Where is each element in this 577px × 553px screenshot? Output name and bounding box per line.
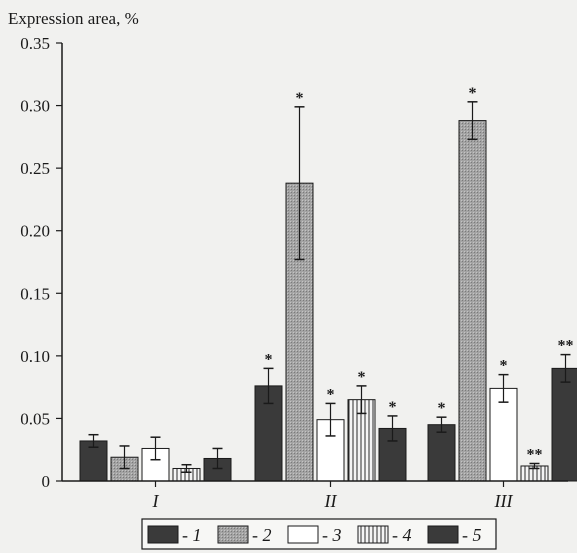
bar (458, 120, 487, 482)
significance-mark: * (469, 85, 477, 102)
y-tick-label: 0.15 (20, 284, 50, 303)
x-category-label: III (494, 491, 514, 511)
y-tick-label: 0.10 (20, 347, 50, 366)
bar (285, 182, 314, 482)
significance-mark: * (296, 90, 304, 107)
legend-swatch (217, 525, 249, 544)
significance-mark: ** (558, 338, 574, 355)
legend-swatch (287, 525, 319, 544)
significance-mark: ** (527, 446, 543, 463)
y-axis-label: Expression area, % (8, 9, 139, 28)
bar (551, 367, 577, 482)
legend-label: - 1 (182, 525, 202, 545)
legend-swatch (357, 525, 389, 544)
legend-label: - 5 (462, 525, 482, 545)
y-tick-label: 0.05 (20, 409, 50, 428)
legend: - 1 - 2 - 3 - 4 - 5 (141, 518, 497, 550)
legend-label: - 2 (252, 525, 272, 545)
legend-swatch (427, 525, 459, 544)
bars-group: ***** ******* (79, 85, 577, 482)
x-category-label: II (324, 491, 338, 511)
significance-mark: * (327, 386, 335, 403)
legend-label: - 3 (322, 525, 342, 545)
significance-mark: * (389, 399, 397, 416)
y-tick-label: 0.20 (20, 222, 50, 241)
legend-label: - 4 (392, 525, 412, 545)
significance-mark: * (358, 369, 366, 386)
bar (489, 387, 518, 482)
significance-mark: * (265, 351, 273, 368)
bar (427, 424, 456, 482)
y-tick-label: 0.25 (20, 159, 50, 178)
y-tick-label: 0.35 (20, 34, 50, 53)
y-axis: 0 0.05 0.10 0.15 0.20 0.25 0.30 0.35 (20, 34, 63, 491)
y-tick-label: 0.30 (20, 97, 50, 116)
x-axis: I II III (62, 480, 568, 511)
x-category-label: I (152, 491, 160, 511)
legend-swatch (147, 525, 179, 544)
y-tick-label: 0 (42, 472, 51, 491)
significance-mark: * (438, 400, 446, 417)
significance-mark: * (500, 358, 508, 375)
